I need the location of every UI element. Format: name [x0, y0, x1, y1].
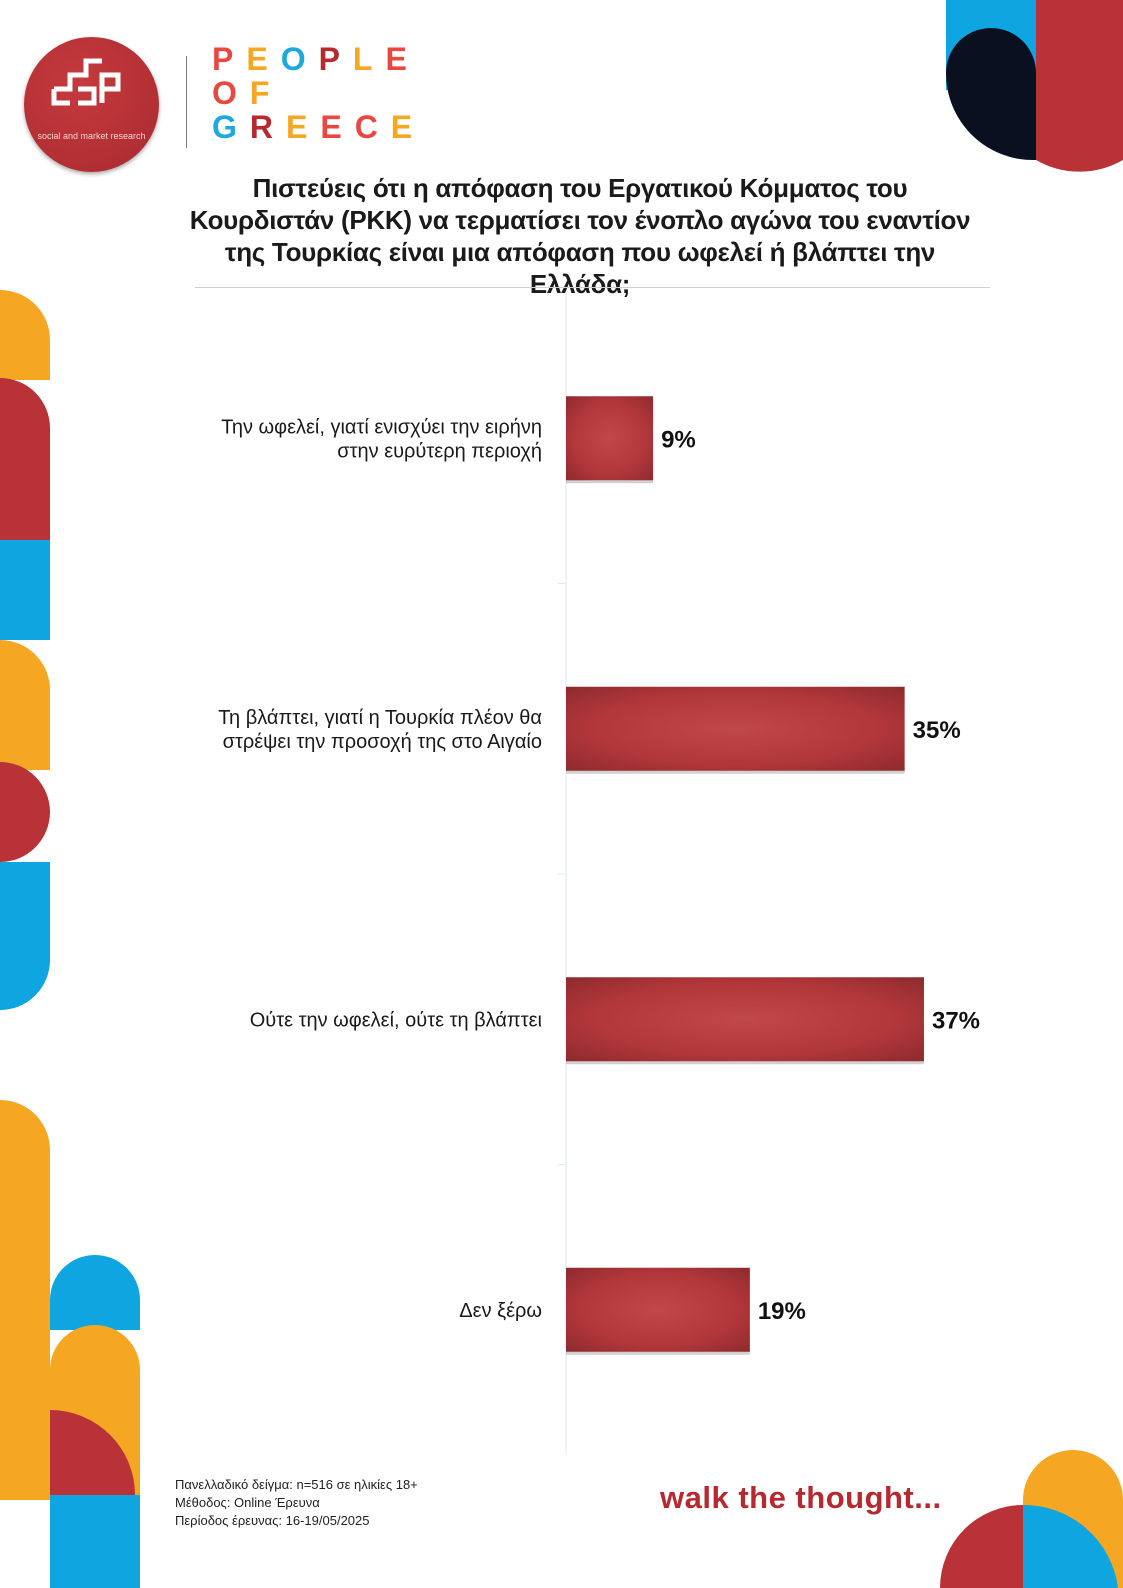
brand-letter: E — [286, 109, 321, 145]
brand-line-greece: GREECE — [212, 108, 425, 146]
brand-letter: E — [246, 41, 281, 77]
logo-divider — [186, 56, 187, 148]
brand-line-people: PEOPLE — [212, 40, 420, 78]
footer-period: Περίοδος έρευνας: 16-19/05/2025 — [175, 1513, 370, 1528]
category-label: Την ωφελεί, γιατί ενισχύει την ειρήνη — [221, 416, 542, 438]
bar — [566, 1267, 750, 1352]
brand-tagline: walk the thought... — [660, 1480, 942, 1515]
logo-tagline: social and market research — [37, 131, 146, 141]
bar — [566, 686, 905, 771]
footer-method: Μέθοδος: Online Έρευνα — [175, 1495, 320, 1510]
bar — [566, 396, 654, 481]
category-label: Δεν ξέρω — [459, 1300, 542, 1322]
data-label: 19% — [758, 1298, 806, 1325]
brand-line-of: OF — [212, 74, 282, 112]
brand-letter: E — [390, 109, 426, 145]
company-logo: social and market research — [24, 37, 159, 172]
logo-mark-icon — [51, 58, 121, 106]
data-label: 37% — [932, 1007, 980, 1034]
brand-letter: E — [320, 109, 355, 145]
brand-letter: F — [249, 75, 283, 111]
brand-letter: E — [385, 41, 420, 77]
brand-letter: L — [352, 41, 386, 77]
brand-letter: G — [212, 109, 250, 145]
title-divider — [195, 287, 990, 288]
category-label: Ούτε την ωφελεί, ούτε τη βλάπτει — [250, 1009, 542, 1031]
footer-sample: Πανελλαδικό δείγμα: n=516 σε ηλικίες 18+ — [175, 1477, 418, 1492]
brand-letter: P — [318, 41, 353, 77]
category-label: στην ευρύτερη περιοχή — [337, 440, 542, 462]
brand-letter: C — [354, 109, 391, 145]
data-label: 9% — [661, 426, 696, 453]
brand-letter: R — [249, 109, 286, 145]
brand-letter: O — [212, 75, 250, 111]
brand-letter: P — [212, 41, 247, 77]
category-label: Τη βλάπτει, γιατί η Τουρκία πλέον θα — [218, 707, 542, 729]
data-label: 35% — [913, 717, 961, 744]
footer-notes: Πανελλαδικό δείγμα: n=516 σε ηλικίες 18+… — [175, 1476, 418, 1530]
category-label: στρέψει την προσοχή της στο Αιγαίο — [223, 731, 542, 753]
bar — [566, 977, 924, 1062]
brand-letter: O — [280, 41, 319, 77]
chart-title: Πιστεύεις ότι η απόφαση του Εργατικού Κό… — [189, 173, 971, 299]
